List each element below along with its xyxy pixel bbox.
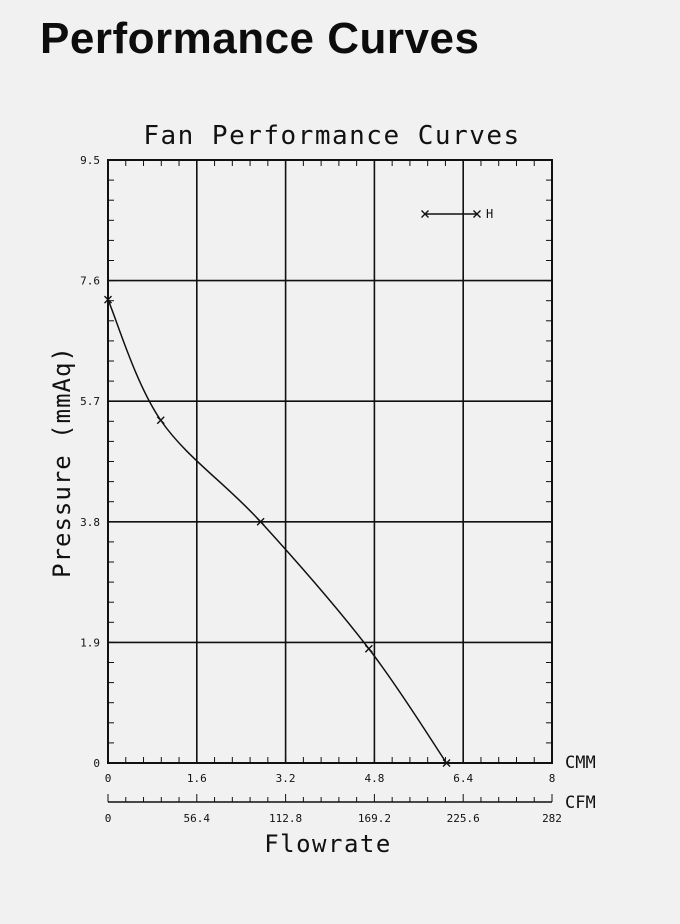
legend-markers bbox=[421, 210, 481, 218]
data-point-marker bbox=[364, 644, 373, 653]
x-tick-label-cfm: 0 bbox=[105, 812, 112, 825]
page-title: Performance Curves bbox=[40, 14, 480, 63]
data-point-marker bbox=[104, 295, 112, 304]
y-axis-label: Pressure (mmAq) bbox=[48, 346, 76, 578]
x-tick-labels-cfm: 0 56.4 112.8 169.2 225.6 282 bbox=[105, 812, 562, 825]
legend: H bbox=[421, 207, 493, 221]
plot-frame bbox=[107, 159, 553, 764]
x-unit-cfm-label: CFM bbox=[565, 793, 596, 813]
minor-ticks bbox=[108, 160, 552, 763]
y-tick-label: 7.6 bbox=[80, 275, 100, 288]
y-tick-label: 9.5 bbox=[80, 154, 100, 167]
y-tick-label: 1.9 bbox=[80, 636, 100, 649]
x-tick-label-cfm: 56.4 bbox=[184, 812, 211, 825]
x-tick-label-cfm: 112.8 bbox=[269, 812, 302, 825]
grid bbox=[108, 160, 552, 763]
data-point-marker bbox=[156, 416, 165, 425]
data-point-marker bbox=[473, 210, 481, 218]
y-tick-label: 0 bbox=[93, 757, 100, 770]
x-tick-label-cfm: 225.6 bbox=[447, 812, 480, 825]
x-tick-label-cmm: 0 bbox=[105, 772, 112, 785]
x-tick-label-cmm: 4.8 bbox=[364, 772, 384, 785]
data-point-marker bbox=[421, 210, 429, 218]
legend-label: H bbox=[486, 207, 493, 221]
data-point-marker bbox=[256, 517, 265, 526]
y-tick-label: 5.7 bbox=[80, 395, 100, 408]
cfm-axis bbox=[107, 794, 553, 803]
x-tick-label-cmm: 1.6 bbox=[187, 772, 207, 785]
series-line-H bbox=[107, 299, 448, 764]
x-tick-label-cmm: 8 bbox=[549, 772, 556, 785]
x-unit-cmm-label: CMM bbox=[565, 753, 596, 773]
series-layer bbox=[104, 295, 451, 767]
x-tick-labels-cmm: 0 1.6 3.2 4.8 6.4 8 bbox=[105, 772, 556, 785]
x-tick-label-cfm: 169.2 bbox=[358, 812, 391, 825]
chart-title: Fan Performance Curves bbox=[143, 121, 520, 151]
y-tick-labels: 0 1.9 3.8 5.7 7.6 9.5 bbox=[80, 154, 100, 770]
data-point-marker bbox=[442, 759, 451, 767]
x-axis-label: Flowrate bbox=[264, 830, 392, 858]
x-tick-label-cfm: 282 bbox=[542, 812, 562, 825]
y-tick-label: 3.8 bbox=[80, 516, 100, 529]
x-tick-label-cmm: 3.2 bbox=[276, 772, 296, 785]
x-tick-label-cmm: 6.4 bbox=[453, 772, 473, 785]
